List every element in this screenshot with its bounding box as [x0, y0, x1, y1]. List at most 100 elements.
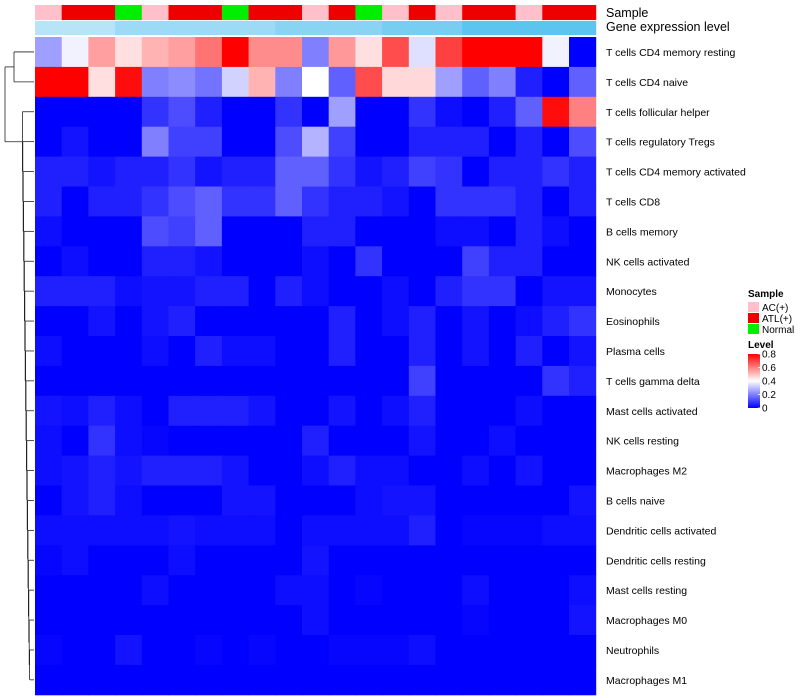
heatmap-cell	[328, 216, 356, 247]
heatmap-cell	[542, 575, 570, 606]
heatmap-cell	[435, 395, 463, 427]
heatmap-cell	[488, 37, 517, 68]
heatmap-cell	[569, 276, 597, 307]
heatmap-cell	[275, 515, 303, 546]
heatmap-cell	[515, 485, 543, 516]
heatmap-cell	[569, 664, 597, 696]
heatmap-cell	[355, 515, 383, 546]
heatmap-cell	[88, 276, 116, 307]
heatmap-cell	[115, 66, 143, 98]
heatmap-cell	[462, 395, 490, 427]
heatmap-cell	[35, 365, 63, 397]
sample-annotation-cell	[141, 5, 169, 20]
heatmap-cell	[542, 485, 570, 516]
expression-annotation-cell	[542, 21, 570, 35]
heatmap-cell	[195, 276, 223, 307]
heatmap-cell	[302, 515, 330, 546]
heatmap-cell	[221, 186, 250, 217]
heatmap-cell	[115, 126, 143, 158]
heatmap-cell	[275, 664, 303, 696]
heatmap-cell	[328, 96, 356, 128]
heatmap-cell	[435, 425, 463, 457]
heatmap-cell	[569, 216, 597, 247]
heatmap-cell	[275, 156, 303, 187]
heatmap-cell	[115, 395, 143, 427]
heatmap-cell	[328, 336, 356, 367]
heatmap-cell	[61, 515, 89, 546]
heatmap-cell	[195, 515, 223, 546]
heatmap-cell	[355, 126, 383, 158]
heatmap-cell	[515, 126, 543, 158]
heatmap-cell	[35, 186, 63, 217]
heatmap-cell	[168, 246, 196, 277]
heatmap-cell	[328, 156, 356, 187]
heatmap-cell	[88, 96, 116, 128]
row-label: T cells regulatory Tregs	[606, 137, 715, 149]
heatmap-cell	[195, 605, 223, 636]
heatmap-cell	[515, 455, 543, 486]
heatmap-cell	[88, 126, 116, 158]
row-label: NK cells activated	[606, 256, 690, 268]
heatmap-cell	[355, 664, 383, 696]
heatmap-cell	[248, 425, 276, 457]
heatmap-cell	[355, 336, 383, 367]
expression-annotation-cell	[61, 21, 89, 35]
heatmap-cell	[115, 216, 143, 247]
heatmap-cell	[462, 276, 490, 307]
heatmap-cell	[168, 186, 196, 217]
heatmap-cell	[168, 216, 196, 247]
row-label: T cells CD4 memory activated	[606, 167, 746, 179]
heatmap-cell	[462, 485, 490, 516]
heatmap-cell	[488, 455, 517, 486]
heatmap-cell	[542, 96, 570, 128]
heatmap-cell	[141, 37, 169, 68]
heatmap-cell	[88, 246, 116, 277]
expression-annotation-label: Gene expression level	[606, 20, 730, 34]
heatmap-cell	[488, 605, 517, 636]
heatmap-cell	[488, 365, 517, 397]
heatmap-cell	[355, 575, 383, 606]
heatmap-cell	[88, 545, 116, 576]
row-label: B cells memory	[606, 226, 679, 238]
sample-annotation-cell	[408, 5, 436, 20]
expression-annotation-cell	[302, 21, 330, 35]
heatmap-cell	[88, 605, 116, 636]
heatmap-cell	[569, 66, 597, 98]
heatmap-cell	[61, 635, 89, 666]
heatmap-cell	[569, 485, 597, 516]
heatmap-cell	[248, 66, 276, 98]
heatmap-cell	[355, 395, 383, 427]
heatmap-cell	[168, 96, 196, 128]
heatmap-cell	[515, 365, 543, 397]
heatmap-cell	[569, 37, 597, 68]
heatmap-cell	[408, 485, 436, 516]
heatmap-cell	[435, 186, 463, 217]
heatmap-cell	[355, 216, 383, 247]
heatmap-cell	[515, 635, 543, 666]
sample-annotation-cell	[515, 5, 543, 20]
sample-annotation-bar	[35, 5, 597, 20]
heatmap-cell	[248, 37, 276, 68]
heatmap-cell	[542, 216, 570, 247]
heatmap-cell	[168, 66, 196, 98]
heatmap-cell	[88, 635, 116, 666]
heatmap-cell	[488, 336, 517, 367]
heatmap-cell	[302, 425, 330, 457]
legend-tick-label: 0.2	[762, 390, 776, 401]
heatmap-cell	[115, 156, 143, 187]
heatmap-cell	[35, 515, 63, 546]
sample-annotation-cell	[355, 5, 383, 20]
sample-annotation-cell	[88, 5, 116, 20]
legend-swatch	[748, 324, 759, 334]
row-label: Dendritic cells resting	[606, 555, 706, 567]
heatmap-cell	[275, 605, 303, 636]
heatmap-cell	[382, 425, 410, 457]
legend-tick-label: 0.6	[762, 363, 776, 374]
heatmap-cell	[408, 545, 436, 576]
heatmap-cell	[462, 455, 490, 486]
heatmap-cell	[302, 605, 330, 636]
sample-annotation-cell	[221, 5, 250, 20]
heatmap-cell	[488, 664, 517, 696]
heatmap-cell	[462, 605, 490, 636]
heatmap-cell	[355, 276, 383, 307]
